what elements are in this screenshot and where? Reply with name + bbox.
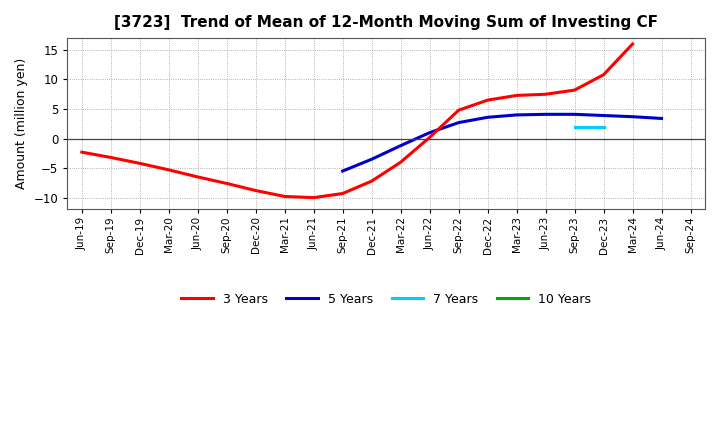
3 Years — [222, 181, 231, 186]
5 Years — [541, 112, 550, 117]
Y-axis label: Amount (million yen): Amount (million yen) — [15, 58, 28, 189]
3 Years — [483, 98, 492, 103]
Line: 3 Years: 3 Years — [82, 44, 633, 198]
5 Years — [629, 114, 637, 119]
3 Years — [78, 150, 86, 155]
3 Years — [338, 191, 347, 196]
3 Years — [367, 179, 376, 184]
3 Years — [426, 135, 434, 140]
5 Years — [483, 115, 492, 120]
5 Years — [599, 113, 608, 118]
7 Years — [570, 124, 579, 129]
3 Years — [135, 161, 144, 166]
Legend: 3 Years, 5 Years, 7 Years, 10 Years: 3 Years, 5 Years, 7 Years, 10 Years — [176, 288, 596, 311]
3 Years — [629, 41, 637, 47]
3 Years — [454, 107, 463, 113]
5 Years — [426, 130, 434, 135]
3 Years — [194, 174, 202, 180]
5 Years — [570, 112, 579, 117]
Line: 5 Years: 5 Years — [343, 114, 662, 171]
5 Years — [367, 157, 376, 162]
5 Years — [396, 143, 405, 148]
3 Years — [107, 155, 115, 160]
5 Years — [512, 112, 521, 117]
3 Years — [541, 92, 550, 97]
5 Years — [338, 169, 347, 174]
3 Years — [570, 88, 579, 93]
3 Years — [396, 160, 405, 165]
3 Years — [599, 72, 608, 77]
3 Years — [310, 195, 318, 200]
7 Years — [599, 124, 608, 129]
5 Years — [657, 116, 666, 121]
3 Years — [164, 167, 173, 172]
3 Years — [251, 188, 260, 193]
5 Years — [454, 120, 463, 125]
3 Years — [280, 194, 289, 199]
Title: [3723]  Trend of Mean of 12-Month Moving Sum of Investing CF: [3723] Trend of Mean of 12-Month Moving … — [114, 15, 658, 30]
3 Years — [512, 93, 521, 98]
